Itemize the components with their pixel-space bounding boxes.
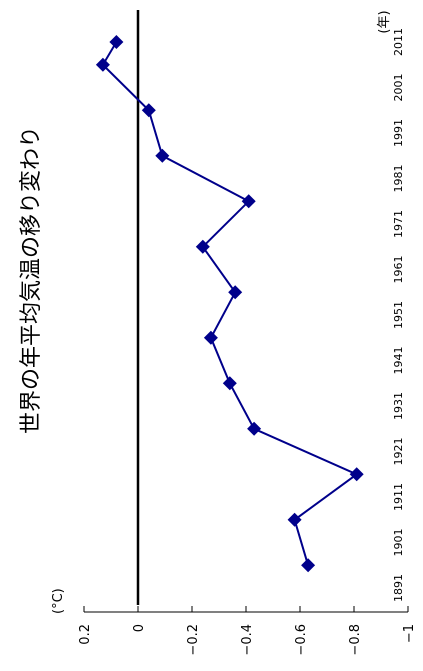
value-tick-label: 0.2 <box>78 624 93 645</box>
data-point-marker <box>241 194 256 209</box>
year-label: 1931 <box>392 392 405 420</box>
chart-title: 世界の年平均気温の移り変わり <box>19 126 44 434</box>
data-point-marker <box>228 285 243 300</box>
year-label: 1911 <box>392 483 405 511</box>
value-ticks: 0.2 0 −0.2 −0.4 −0.6 −0.8 −1 <box>78 606 417 656</box>
data-point-marker <box>155 148 170 163</box>
value-unit-label: (°C) <box>51 588 66 614</box>
data-point-marker <box>222 376 237 391</box>
year-label: 1901 <box>392 529 405 557</box>
data-point-marker <box>203 330 218 345</box>
year-labels: 1891 1901 1911 1921 1931 1941 1951 1961 1971 1981… <box>392 28 405 602</box>
value-tick-label: −1 <box>402 624 417 643</box>
series-line <box>101 41 359 566</box>
year-label: 1981 <box>392 165 405 193</box>
year-label: 1941 <box>392 347 405 375</box>
data-point-marker <box>349 467 364 482</box>
year-label: 1991 <box>392 119 405 147</box>
year-label: 2011 <box>392 28 405 56</box>
year-label: 1951 <box>392 301 405 329</box>
year-label: 1921 <box>392 438 405 466</box>
data-point-marker <box>287 512 302 527</box>
data-point-marker <box>109 35 124 49</box>
data-point-marker <box>247 421 262 436</box>
value-tick-label: −0.4 <box>240 624 255 656</box>
value-tick-label: 0 <box>132 624 147 632</box>
year-label: 1891 <box>392 574 405 602</box>
year-label: 1971 <box>392 210 405 238</box>
data-point-marker <box>95 57 110 72</box>
year-unit-label: (年) <box>377 10 392 33</box>
year-label: 1961 <box>392 256 405 284</box>
data-point-marker <box>195 239 210 254</box>
value-tick-label: −0.6 <box>294 624 309 656</box>
year-label: 2001 <box>392 74 405 102</box>
data-point-marker <box>141 103 156 118</box>
value-tick-label: −0.2 <box>186 624 201 656</box>
value-tick-label: −0.8 <box>348 624 363 656</box>
markers <box>95 35 364 573</box>
data-point-marker <box>301 558 316 573</box>
